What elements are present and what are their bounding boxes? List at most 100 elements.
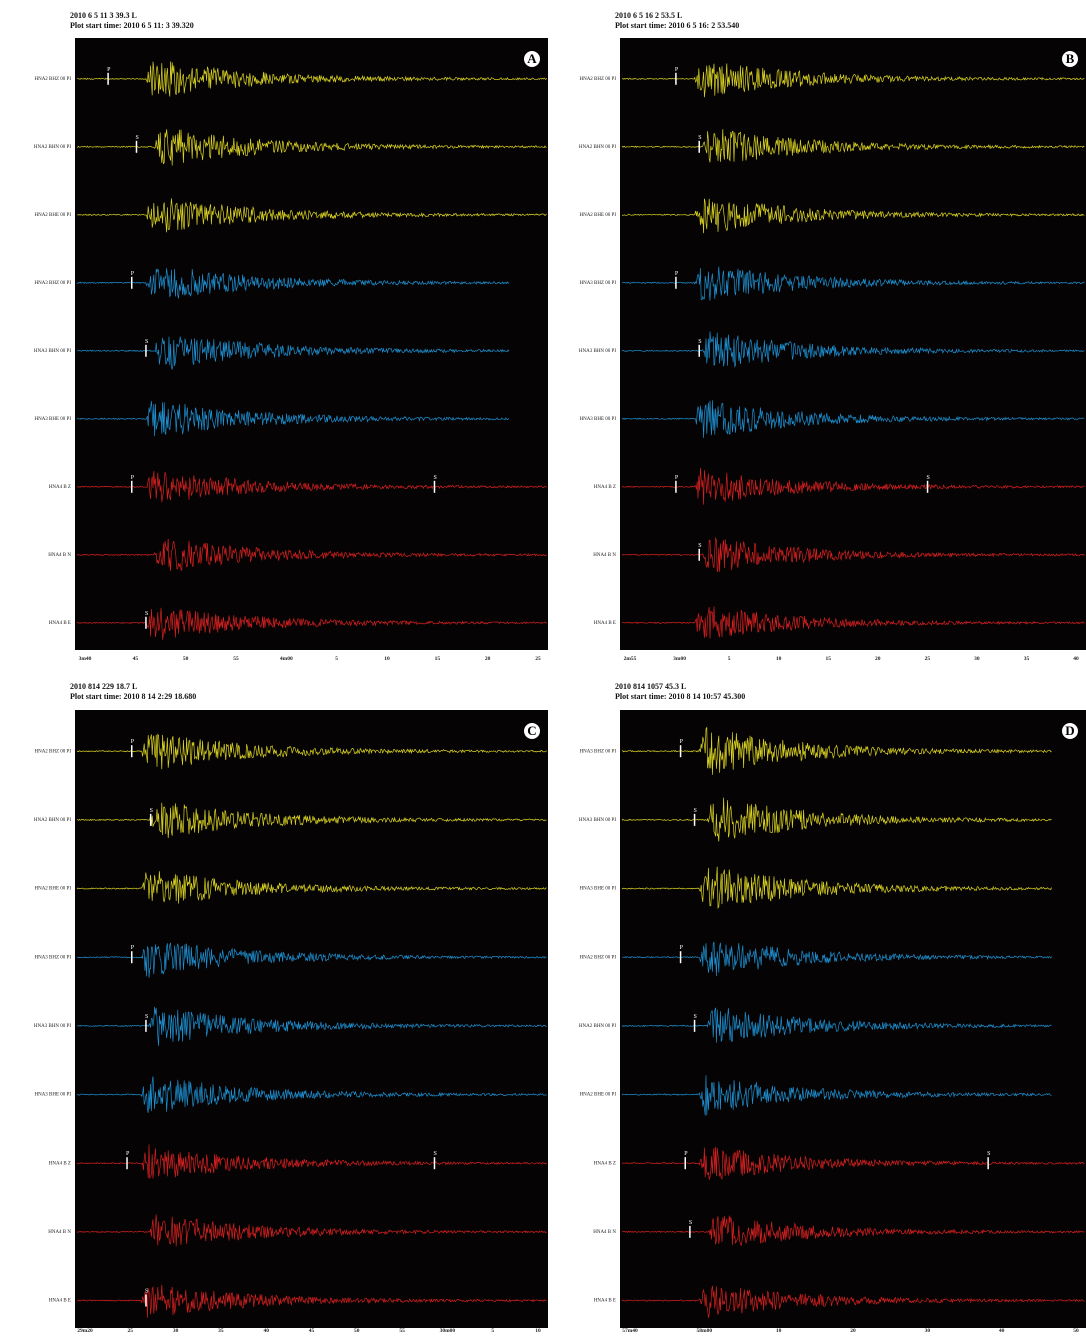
- x-axis-label: 10: [535, 1328, 541, 1334]
- pick-label: S: [150, 808, 153, 814]
- x-axis-label: 30: [173, 1328, 179, 1334]
- trace-label: HNA4 B Z: [49, 1161, 71, 1166]
- x-axis-label: 55: [399, 1328, 405, 1334]
- trace-label: HNA2 BHE 00 PI: [34, 213, 71, 218]
- event-header: 2010 6 5 16 2 53.5 L: [615, 11, 682, 20]
- trace-label: HNA3 BHN 00 PI: [579, 349, 616, 354]
- waveform: [621, 198, 1085, 234]
- trace-label: HNA4 B Z: [594, 485, 616, 490]
- x-axis-label: 20: [485, 656, 491, 662]
- waveform: [621, 1007, 1052, 1043]
- waveform: [621, 63, 1085, 98]
- waveform: [621, 400, 1085, 438]
- panel-letter: D: [1065, 723, 1074, 738]
- pick-label: S: [433, 475, 436, 481]
- waveform: [621, 1146, 1085, 1181]
- waveform: [621, 797, 1052, 842]
- trace-label: HNA2 BHZ 00 PI: [34, 749, 71, 754]
- trace-label: HNA3 BHZ 00 PI: [579, 281, 616, 286]
- x-axis-label: 4m00: [280, 656, 293, 662]
- panel-letter-badge: [1062, 723, 1078, 739]
- trace-label: HNA3 BHN 00 PI: [34, 349, 71, 354]
- trace-label: HNA4 B N: [593, 1230, 616, 1235]
- x-axis-label: 20: [850, 1328, 856, 1334]
- trace-label: HNA3 BHN 00 PI: [579, 818, 616, 823]
- x-axis-label: 10: [776, 1328, 782, 1334]
- waveform: [76, 538, 547, 572]
- plot-area: [620, 710, 1086, 1328]
- waveform: [622, 266, 1085, 301]
- trace-label: HNA2 BHN 00 PI: [34, 145, 71, 150]
- x-axis-label: 40: [1073, 656, 1079, 662]
- pick-label: S: [145, 1289, 148, 1295]
- trace-label: HNA3 BHZ 00 PI: [34, 955, 71, 960]
- pick-label: S: [927, 475, 930, 481]
- trace-label: HNA3 BHZ 00 PI: [579, 749, 616, 754]
- waveform: [621, 726, 1052, 775]
- trace-label: HNA2 BHE 00 PI: [34, 887, 71, 892]
- waveform: [76, 871, 547, 904]
- pick-label: P: [126, 1151, 130, 1157]
- trace-label: HNA2 BHE 00 PI: [579, 213, 616, 218]
- trace-label: HNA4 B E: [49, 1299, 71, 1304]
- x-axis-label: 10: [776, 656, 782, 662]
- panel-letter: C: [527, 723, 536, 738]
- plot-start-time: Plot start time: 2010 6 5 11: 3 39.320: [70, 21, 194, 30]
- trace-label: HNA2 BHN 00 PI: [34, 818, 71, 823]
- x-axis-label: 3m00: [673, 656, 686, 662]
- pick-label: S: [145, 611, 148, 617]
- x-axis-label: 35: [1024, 656, 1030, 662]
- waveform: [77, 198, 547, 233]
- panel-letter: A: [527, 51, 537, 66]
- x-axis-label: 30m00: [440, 1328, 456, 1334]
- pick-label: P: [107, 67, 111, 73]
- plot-start-time: Plot start time: 2010 6 5 16: 2 53.540: [615, 21, 739, 30]
- waveform: [621, 606, 1085, 639]
- pick-label: S: [433, 1151, 436, 1157]
- x-axis-label: 29m20: [77, 1328, 93, 1334]
- pick-label: P: [675, 475, 679, 481]
- x-axis-label: 25: [128, 1328, 134, 1334]
- x-axis-label: 50: [354, 1328, 360, 1334]
- waveform: [76, 1144, 547, 1179]
- trace-label: HNA2 BHN 00 PI: [579, 1024, 616, 1029]
- waveform: [621, 1075, 1052, 1116]
- x-axis-label: 25: [925, 656, 931, 662]
- waveform: [621, 1215, 1085, 1246]
- trace-label: HNA4 B N: [48, 1230, 71, 1235]
- x-axis-label: 15: [825, 656, 831, 662]
- waveform: [76, 268, 510, 299]
- trace-label: HNA2 BHZ 00 PI: [34, 77, 71, 82]
- plot-area: [75, 38, 548, 650]
- x-axis-label: 30: [974, 656, 980, 662]
- pick-label: S: [698, 135, 701, 141]
- waveform: [76, 1284, 547, 1318]
- trace-label: HNA4 B N: [593, 553, 616, 558]
- waveform: [76, 733, 547, 770]
- pick-label: P: [675, 271, 679, 277]
- pick-label: S: [987, 1151, 990, 1157]
- pick-label: P: [131, 475, 135, 481]
- waveform: [621, 467, 1085, 505]
- trace-label: HNA2 BHN 00 PI: [579, 145, 616, 150]
- x-axis-label: 30: [925, 1328, 931, 1334]
- x-axis-label: 25: [535, 656, 541, 662]
- panel-letter-badge: [1062, 51, 1078, 67]
- x-axis-label: 55: [233, 656, 239, 662]
- trace-label: HNA4 B Z: [49, 485, 71, 490]
- x-axis-label: 5: [335, 656, 338, 662]
- trace-label: HNA4 B E: [49, 621, 71, 626]
- pick-label: S: [694, 808, 697, 814]
- pick-label: S: [145, 339, 148, 345]
- x-axis-label: 3m40: [79, 656, 92, 662]
- trace-label: HNA2 BHE 00 PI: [579, 1093, 616, 1098]
- trace-label: HNA3 BHN 00 PI: [34, 1024, 71, 1029]
- pick-label: P: [131, 271, 135, 277]
- plot-area: [620, 38, 1086, 650]
- pick-label: P: [680, 739, 684, 745]
- pick-label: S: [698, 339, 701, 345]
- panel-letter-badge: [524, 51, 540, 67]
- trace-label: HNA3 BHZ 00 PI: [34, 281, 71, 286]
